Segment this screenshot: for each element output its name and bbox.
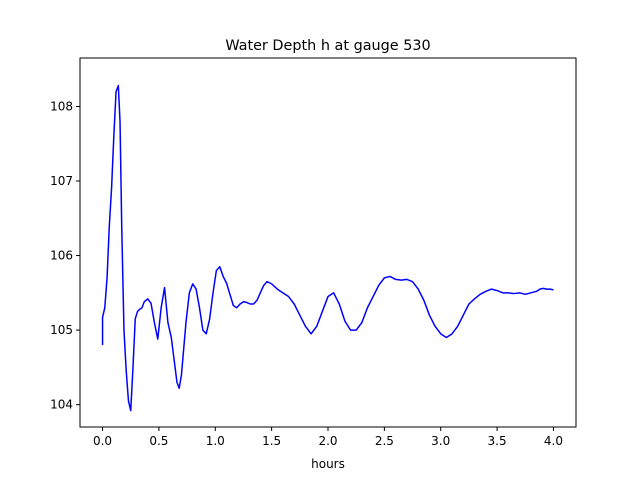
x-tick-label: 3.5 [488,434,507,448]
y-tick-label: 107 [50,174,73,188]
series-line-0 [101,84,554,412]
x-tick-label: 4.0 [544,434,563,448]
y-tick-label: 104 [50,398,73,412]
x-tick-label: 3.0 [431,434,450,448]
x-tick-label: 1.0 [206,434,225,448]
series-layer [101,84,554,412]
y-tick-label: 106 [50,249,73,263]
y-tick-label: 105 [50,323,73,337]
x-axis: 0.0 0.5 1.0 1.5 2.0 2.5 3.0 3.5 4.0 [93,427,563,448]
x-tick-label: 2.5 [375,434,394,448]
x-tick-label: 0.5 [149,434,168,448]
x-tick-label: 0.0 [93,434,112,448]
x-axis-label: hours [311,457,345,471]
y-axis: 104 105 106 107 108 [50,99,80,412]
y-tick-label: 108 [50,99,73,113]
x-tick-label: 2.0 [318,434,337,448]
chart-title: Water Depth h at gauge 530 [225,38,430,54]
x-tick-label: 1.5 [262,434,281,448]
